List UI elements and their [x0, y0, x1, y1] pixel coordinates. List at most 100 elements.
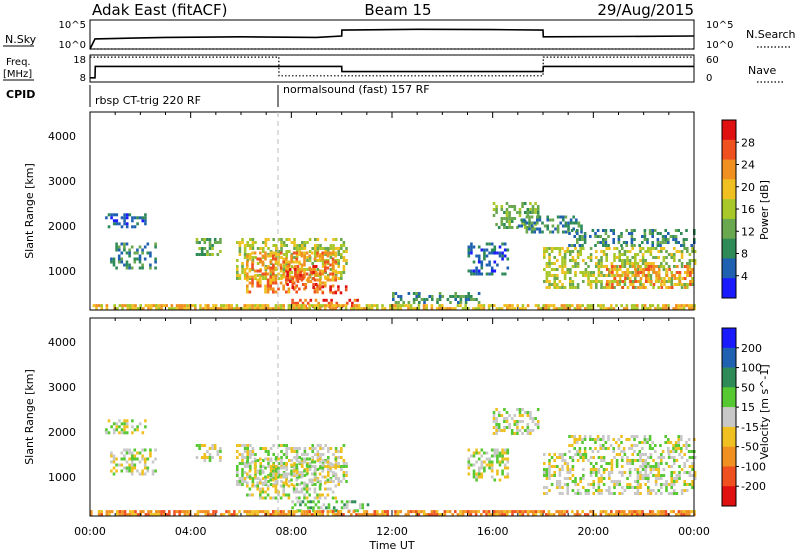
heat-cell	[543, 247, 546, 250]
heat-cell	[633, 244, 636, 247]
heat-cell	[561, 268, 564, 271]
heat-cell	[391, 307, 395, 311]
heat-cell	[340, 274, 343, 277]
heat-cell	[495, 408, 498, 411]
heat-cell	[141, 472, 144, 476]
heat-cell	[511, 307, 514, 311]
heat-cell	[477, 269, 481, 273]
heat-cell	[623, 307, 626, 311]
heat-cell	[529, 432, 532, 435]
heat-cell	[282, 484, 285, 488]
heat-cell	[203, 253, 207, 256]
heat-cell	[110, 454, 113, 458]
heat-cell	[345, 506, 349, 510]
heat-cell	[490, 248, 494, 252]
heat-cell	[495, 307, 499, 311]
heat-cell	[589, 256, 593, 259]
heat-cell	[318, 466, 322, 470]
heat-cell	[669, 441, 673, 444]
heat-cell	[110, 469, 113, 473]
heat-cell	[312, 268, 315, 271]
heat-cell	[206, 450, 209, 453]
heat-cell	[337, 462, 340, 465]
heat-cell	[203, 238, 207, 241]
heat-cell	[454, 510, 457, 514]
heat-cell	[497, 411, 501, 414]
heat-cell	[536, 205, 540, 208]
heat-cell	[183, 513, 187, 517]
heat-cell	[566, 462, 569, 465]
heat-cell	[676, 277, 679, 280]
heat-cell	[118, 510, 122, 514]
heat-cell	[610, 465, 614, 468]
heat-cell	[686, 489, 689, 492]
heat-cell	[490, 448, 494, 452]
heat-cell	[165, 513, 168, 517]
heat-cell	[261, 469, 265, 473]
heat-cell	[256, 257, 259, 261]
heat-cell	[308, 493, 311, 497]
colorbar-tick-label: -200	[741, 480, 766, 493]
heat-cell	[308, 510, 311, 514]
heat-cell	[526, 414, 530, 417]
heat-cell	[600, 474, 603, 477]
heat-cell	[665, 480, 668, 483]
heat-cell	[506, 304, 509, 308]
heat-cell	[685, 229, 688, 232]
heat-cell	[508, 423, 511, 426]
heat-cell	[647, 280, 651, 283]
heat-cell	[454, 292, 457, 295]
heat-cell	[605, 489, 608, 492]
heat-cell	[657, 256, 660, 259]
heat-cell	[673, 456, 676, 459]
heat-cell	[321, 447, 325, 450]
heat-cell	[587, 274, 590, 277]
heat-cell	[576, 307, 579, 311]
heat-cell	[285, 250, 288, 253]
heat-cell	[130, 466, 134, 470]
heat-cell	[203, 247, 207, 250]
heat-cell	[503, 429, 506, 432]
heat-cell	[282, 241, 286, 244]
heat-cell	[206, 253, 209, 256]
heat-cell	[402, 304, 405, 308]
heat-cell	[676, 283, 679, 286]
heat-cell	[520, 218, 523, 222]
heat-cell	[274, 513, 278, 517]
heat-cell	[498, 460, 502, 464]
heat-cell	[331, 291, 335, 295]
heat-cell	[117, 254, 121, 258]
heat-cell	[329, 466, 332, 470]
heat-cell	[516, 226, 519, 229]
heat-cell	[316, 247, 320, 250]
heat-cell	[264, 307, 267, 311]
heat-cell	[545, 274, 549, 277]
heat-cell	[691, 250, 694, 253]
heat-cell	[206, 250, 209, 253]
heat-cell	[693, 471, 697, 474]
heat-cell	[423, 298, 426, 301]
heat-cell	[620, 435, 623, 438]
heat-cell	[241, 444, 244, 447]
heat-cell	[638, 450, 641, 453]
heat-cell	[318, 493, 322, 497]
heat-cell	[651, 510, 655, 514]
heat-cell	[256, 269, 259, 273]
heat-cell	[629, 283, 632, 286]
heat-cell	[621, 262, 624, 265]
heat-cell	[545, 286, 549, 289]
heat-cell	[572, 227, 575, 231]
heat-cell	[643, 307, 647, 311]
heat-cell	[675, 492, 679, 495]
heat-cell	[203, 456, 207, 459]
heat-cell	[175, 510, 179, 514]
heat-cell	[578, 513, 582, 517]
heat-cell	[236, 474, 239, 477]
colorbar-swatch	[722, 278, 736, 299]
heat-cell	[534, 423, 537, 426]
heat-cell	[340, 480, 343, 483]
heat-cell	[523, 411, 527, 414]
heat-cell	[305, 484, 309, 488]
xtick-1600: 16:00	[477, 525, 509, 538]
heat-cell	[548, 262, 551, 265]
